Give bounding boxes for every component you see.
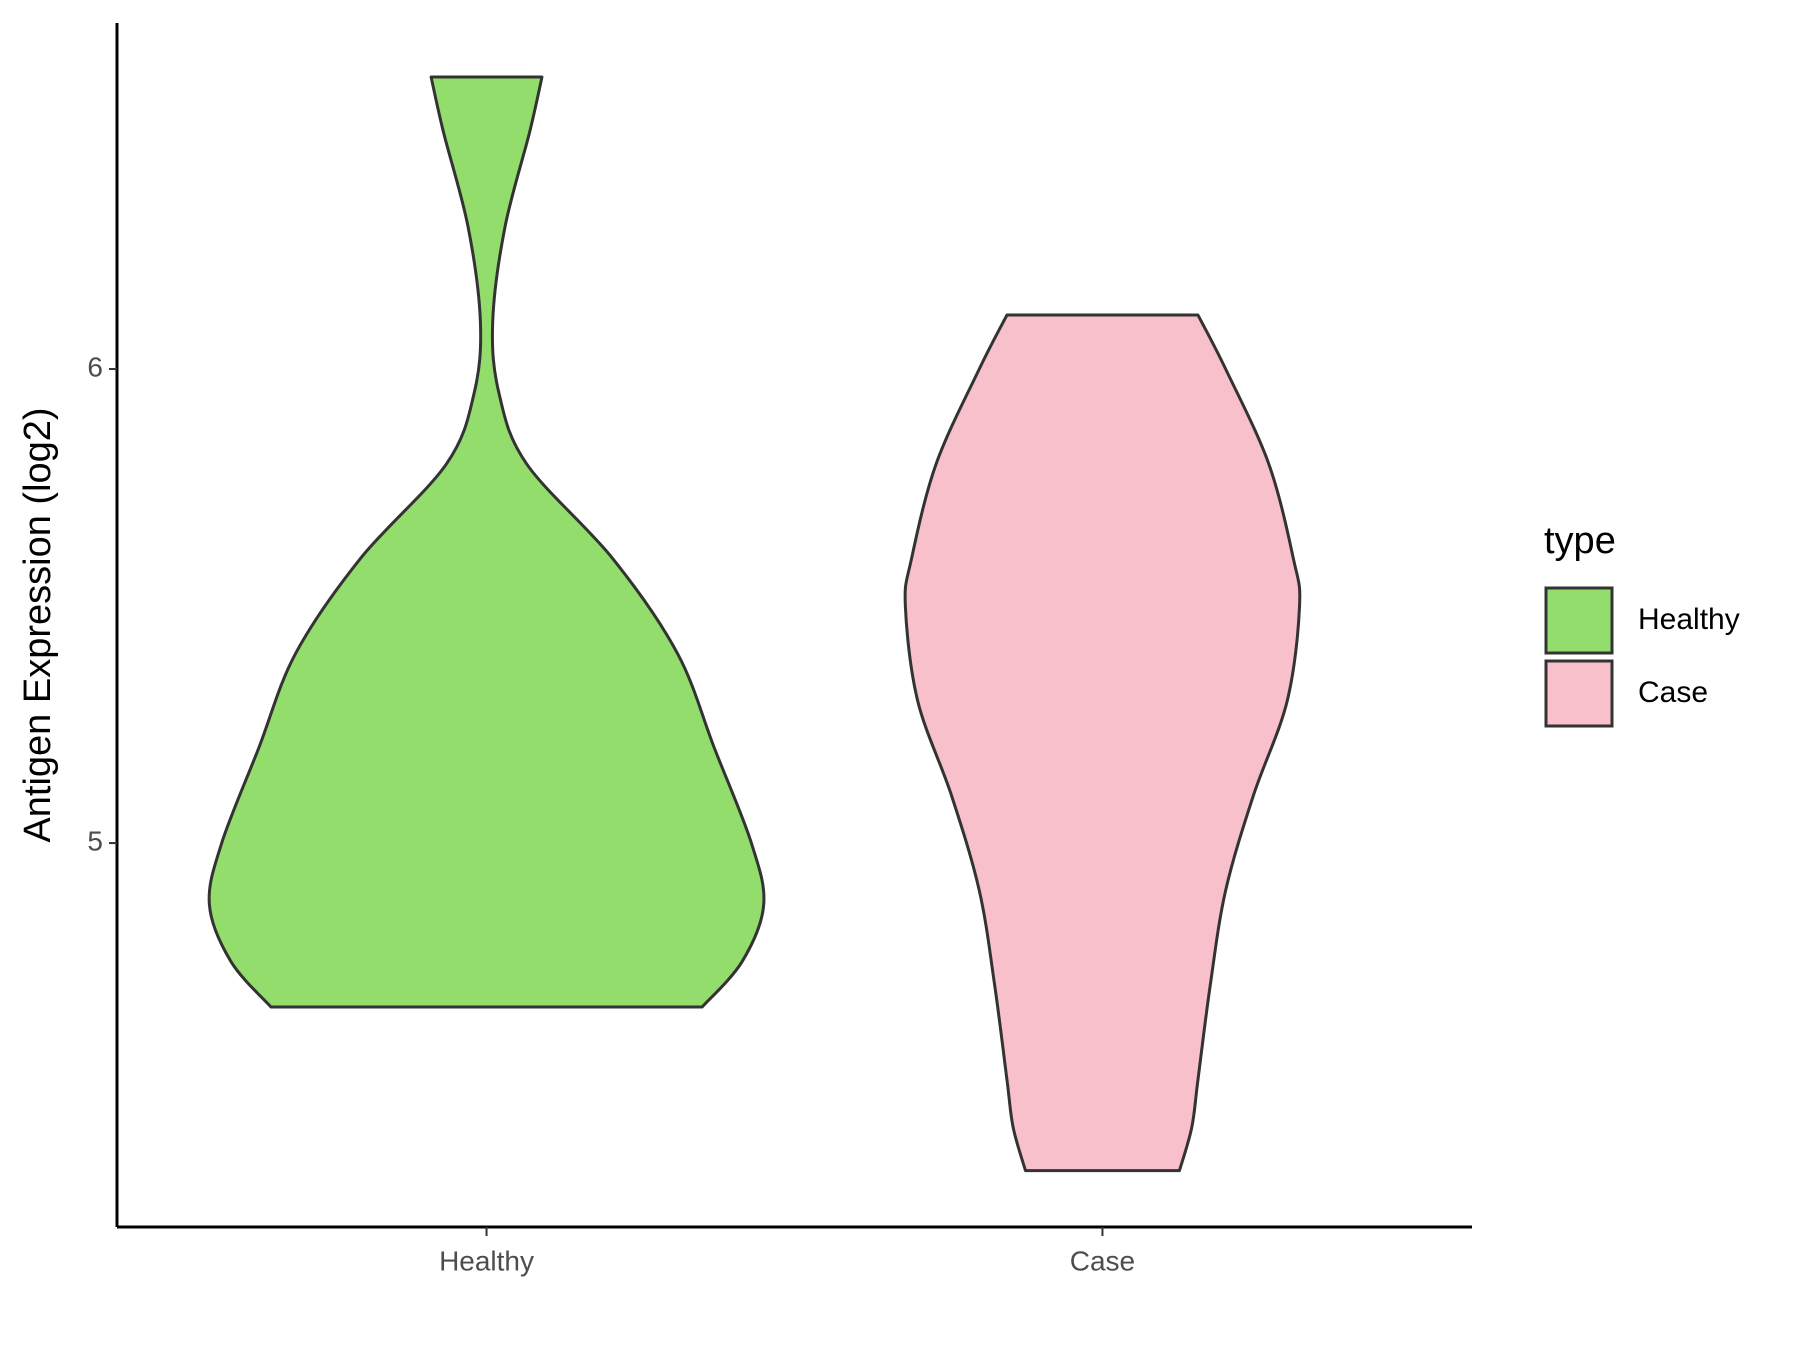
y-tick-label: 6 (87, 351, 103, 382)
legend-label: Healthy (1638, 603, 1740, 636)
y-tick-label: 5 (87, 825, 103, 856)
legend-key (1544, 586, 1614, 655)
legend-title: type (1544, 520, 1616, 562)
y-axis-title: Antigen Expression (log2) (17, 407, 59, 842)
violin (903, 313, 1302, 1173)
x-tick-label: Case (1070, 1245, 1135, 1276)
legend-label: Case (1638, 676, 1708, 709)
violin (207, 75, 766, 1009)
x-tick-label: Healthy (439, 1245, 534, 1276)
legend-key (1544, 659, 1614, 728)
